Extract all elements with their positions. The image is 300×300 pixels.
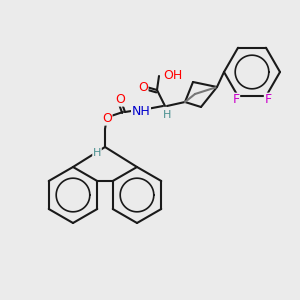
- Text: O: O: [102, 112, 112, 125]
- Text: O: O: [138, 81, 148, 94]
- Text: F: F: [232, 93, 240, 106]
- Text: F: F: [264, 93, 272, 106]
- Text: H: H: [163, 110, 171, 120]
- Text: OH: OH: [163, 69, 182, 82]
- Text: O: O: [115, 93, 125, 106]
- Text: NH: NH: [132, 105, 150, 118]
- Text: H: H: [93, 148, 101, 158]
